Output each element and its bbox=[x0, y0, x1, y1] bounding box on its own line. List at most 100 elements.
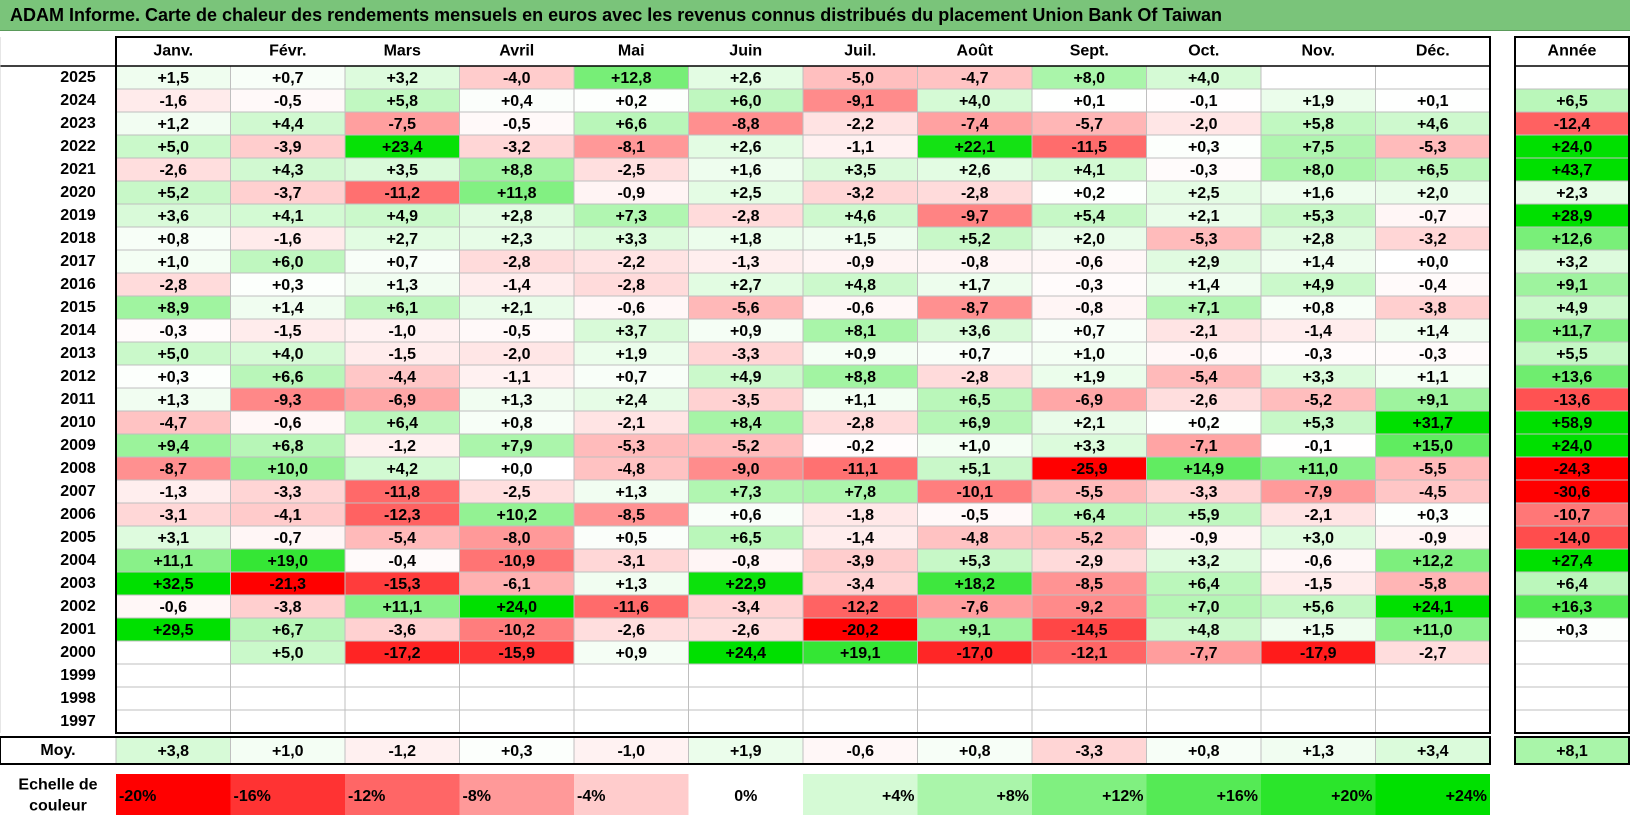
cell-value: +6,1 bbox=[386, 300, 418, 317]
cell-value: +10,0 bbox=[268, 461, 309, 478]
cell-value: +6,4 bbox=[386, 415, 418, 432]
cell-value: +4,8 bbox=[844, 277, 876, 294]
cell-value: -7,4 bbox=[961, 116, 989, 133]
cell-value: +4,6 bbox=[844, 208, 876, 225]
cell-value: +0,8 bbox=[157, 231, 189, 248]
cell-value: +5,4 bbox=[1073, 208, 1105, 225]
cell-value: -5,4 bbox=[388, 530, 416, 547]
cell-value: -2,1 bbox=[617, 415, 645, 432]
cell-value: +6,6 bbox=[615, 116, 647, 133]
cell-value: -1,5 bbox=[388, 346, 416, 363]
cell-value: -8,1 bbox=[617, 139, 645, 156]
cell-value: +11,1 bbox=[153, 553, 193, 570]
annual-value: +9,1 bbox=[1556, 277, 1588, 294]
scale-label: +4% bbox=[882, 788, 914, 805]
cell-value: +0,7 bbox=[1073, 323, 1105, 340]
cell-value: +6,8 bbox=[272, 438, 304, 455]
annual-cell bbox=[1514, 663, 1630, 688]
cell-value: +32,5 bbox=[153, 576, 194, 593]
cell-value: +6,0 bbox=[272, 254, 304, 271]
cell-value: -7,7 bbox=[1190, 645, 1218, 662]
cell-value: +2,9 bbox=[1188, 254, 1220, 271]
heatmap-cell bbox=[802, 663, 918, 688]
cell-value: +6,5 bbox=[730, 530, 762, 547]
cell-value: +2,3 bbox=[501, 231, 533, 248]
average-label: Moy. bbox=[40, 742, 75, 759]
cell-value: +0,8 bbox=[1302, 300, 1334, 317]
annual-value: -13,6 bbox=[1554, 392, 1591, 409]
row-year-label: 2006 bbox=[60, 506, 96, 523]
cell-value: -3,9 bbox=[846, 553, 874, 570]
cell-value: +0,6 bbox=[730, 507, 762, 524]
cell-value: +2,4 bbox=[615, 392, 647, 409]
cell-value: +5,3 bbox=[959, 553, 991, 570]
row-year-label: 2025 bbox=[60, 69, 96, 86]
cell-value: -12,1 bbox=[1071, 645, 1108, 662]
heatmap-cell bbox=[917, 663, 1033, 688]
scale-swatch bbox=[574, 774, 689, 815]
cell-value: -2,8 bbox=[617, 277, 645, 294]
annual-value: -14,0 bbox=[1554, 530, 1591, 547]
annual-value: +27,4 bbox=[1552, 553, 1593, 570]
cell-value: +1,5 bbox=[1302, 622, 1334, 639]
cell-value: +7,3 bbox=[730, 484, 762, 501]
cell-value: +0,7 bbox=[386, 254, 418, 271]
average-value: +1,3 bbox=[1302, 743, 1334, 760]
cell-value: -1,3 bbox=[159, 484, 187, 501]
average-cell bbox=[688, 736, 804, 765]
cell-value: +19,0 bbox=[268, 553, 309, 570]
cell-value: +8,1 bbox=[844, 323, 876, 340]
cell-value: +1,4 bbox=[1302, 254, 1334, 271]
cell-value: +4,9 bbox=[1302, 277, 1334, 294]
cell-value: -8,5 bbox=[1075, 576, 1103, 593]
cell-value: -4,1 bbox=[274, 507, 302, 524]
cell-value: -0,9 bbox=[1419, 530, 1447, 547]
annual-value: +2,3 bbox=[1556, 185, 1588, 202]
scale-label: -20% bbox=[119, 788, 156, 805]
scale-label: 0% bbox=[734, 788, 757, 805]
heatmap-cell bbox=[573, 663, 689, 688]
scale-label: -8% bbox=[463, 788, 491, 805]
cell-value: -17,2 bbox=[384, 645, 421, 662]
cell-value: -0,4 bbox=[1419, 277, 1447, 294]
cell-value: +2,5 bbox=[1188, 185, 1220, 202]
cell-value: -10,2 bbox=[499, 622, 536, 639]
month-header: Sept. bbox=[1070, 43, 1109, 60]
row-year-label: 2024 bbox=[60, 92, 96, 109]
annual-value: +28,9 bbox=[1552, 208, 1593, 225]
cell-value: -4,5 bbox=[1419, 484, 1447, 501]
cell-value: +0,7 bbox=[272, 70, 304, 87]
cell-value: -7,5 bbox=[388, 116, 416, 133]
cell-value: +6,6 bbox=[272, 369, 304, 386]
cell-value: +1,3 bbox=[615, 484, 647, 501]
cell-value: +2,6 bbox=[730, 139, 762, 156]
cell-value: +4,9 bbox=[730, 369, 762, 386]
annual-value: -12,4 bbox=[1554, 116, 1591, 133]
annual-cell bbox=[1514, 640, 1630, 665]
cell-value: +2,7 bbox=[730, 277, 762, 294]
cell-value: +5,2 bbox=[157, 185, 189, 202]
cell-value: +5,6 bbox=[1302, 599, 1334, 616]
cell-value: +4,1 bbox=[1073, 162, 1105, 179]
heatmap-cell bbox=[1146, 663, 1262, 688]
cell-value: +7,9 bbox=[501, 438, 533, 455]
cell-value: -1,3 bbox=[732, 254, 760, 271]
average-annual-frame bbox=[1514, 736, 1630, 765]
cell-value: +11,8 bbox=[497, 185, 537, 202]
cell-value: -17,0 bbox=[957, 645, 994, 662]
cell-value: -0,3 bbox=[1419, 346, 1447, 363]
cell-value: +1,6 bbox=[1302, 185, 1334, 202]
cell-value: -15,3 bbox=[384, 576, 421, 593]
cell-value: +6,5 bbox=[959, 392, 991, 409]
cell-value: +1,0 bbox=[157, 254, 189, 271]
heatmap-cell bbox=[344, 709, 460, 734]
cell-value: -1,1 bbox=[503, 369, 531, 386]
cell-value: +6,7 bbox=[272, 622, 304, 639]
row-year-label: 2012 bbox=[60, 368, 96, 385]
average-cell bbox=[917, 736, 1033, 765]
cell-value: +1,4 bbox=[1188, 277, 1220, 294]
heatmap-cell bbox=[1146, 686, 1262, 711]
cell-value: -2,5 bbox=[617, 162, 645, 179]
cell-value: -6,9 bbox=[388, 392, 416, 409]
